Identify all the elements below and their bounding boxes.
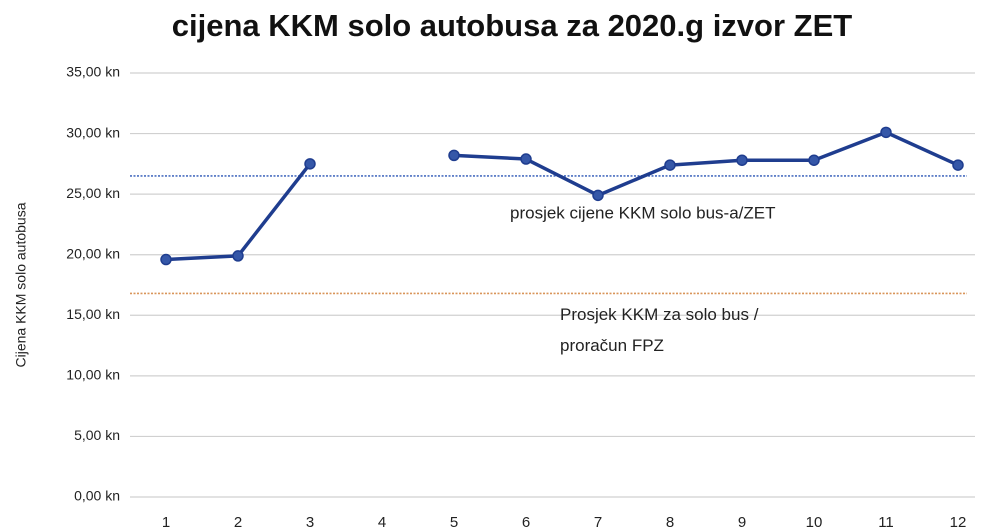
- x-tick-label: 11: [878, 514, 894, 531]
- x-tick-label: 2: [234, 514, 242, 531]
- x-tick-label: 4: [378, 514, 386, 531]
- point: [520, 153, 532, 165]
- x-tick-label: 6: [522, 514, 530, 531]
- x-tick-label: 9: [738, 514, 746, 531]
- y-tick-label: 35,00 kn: [66, 64, 120, 80]
- annotation: prosjek cijene KKM solo bus-a/ZET: [510, 203, 776, 222]
- point: [952, 159, 964, 171]
- point: [808, 154, 820, 166]
- y-tick-label: 25,00 kn: [66, 185, 120, 201]
- point: [232, 250, 244, 262]
- x-tick-label: 3: [306, 514, 314, 531]
- x-tick-label: 5: [450, 514, 458, 531]
- x-tick-label: 8: [666, 514, 674, 531]
- y-tick-label: 5,00 kn: [74, 427, 120, 443]
- x-tick-label: 12: [950, 514, 967, 531]
- point: [736, 154, 748, 166]
- y-tick-label: 30,00 kn: [66, 124, 120, 140]
- x-tick-label: 10: [806, 514, 823, 531]
- annotation: proračun FPZ: [560, 336, 664, 355]
- point: [304, 158, 316, 170]
- x-tick-label: 1: [162, 514, 170, 531]
- point: [592, 189, 604, 202]
- y-tick-label: 10,00 kn: [66, 367, 120, 383]
- line-series: [165, 130, 959, 262]
- point: [448, 149, 460, 162]
- x-tick-label: 7: [594, 514, 602, 531]
- y-tick-label: 0,00 kn: [74, 488, 120, 504]
- y-tick-label: 20,00 kn: [66, 245, 120, 261]
- point: [880, 126, 892, 139]
- chart-title: cijena KKM solo autobusa za 2020.g izvor…: [172, 8, 853, 43]
- point: [664, 159, 676, 171]
- point: [160, 253, 172, 266]
- y-tick-label: 15,00 kn: [66, 306, 120, 322]
- annotation: Prosjek KKM za solo bus /: [560, 305, 759, 324]
- y-axis-label: Cijena KKM solo autobusa: [13, 202, 29, 367]
